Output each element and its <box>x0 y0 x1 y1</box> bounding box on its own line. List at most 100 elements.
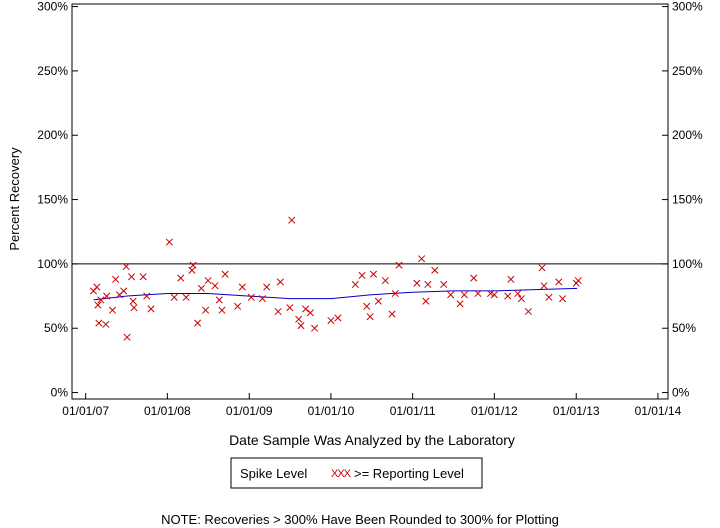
data-point-stroke <box>127 273 136 281</box>
data-point-stroke <box>545 293 553 301</box>
data-point <box>127 273 136 281</box>
legend-title: Spike Level <box>240 466 307 481</box>
data-point <box>422 297 430 305</box>
data-point <box>574 277 582 285</box>
data-point-stroke <box>504 292 512 300</box>
y-tick-label-right: 150% <box>672 193 703 207</box>
data-point <box>258 295 267 303</box>
y-tick-label-right: 300% <box>672 0 703 14</box>
data-point-stroke <box>120 287 128 295</box>
data-point-stroke <box>297 322 305 330</box>
data-point <box>120 287 128 295</box>
data-point <box>103 292 111 300</box>
data-point <box>351 280 359 289</box>
data-point-stroke <box>538 264 546 272</box>
data-point <box>177 274 185 282</box>
data-point-stroke <box>334 314 342 322</box>
y-axis-title: Percent Recovery <box>7 147 22 251</box>
data-point <box>366 313 374 321</box>
data-point <box>295 315 303 323</box>
data-point <box>276 278 284 286</box>
data-point-stroke <box>456 300 464 308</box>
data-point <box>130 304 138 312</box>
data-point-stroke <box>474 289 482 298</box>
data-point-stroke <box>431 266 439 274</box>
data-point-stroke <box>108 306 117 314</box>
data-point-stroke <box>447 291 455 299</box>
data-point <box>202 306 210 314</box>
data-point <box>555 278 563 286</box>
data-point-stroke <box>112 275 120 283</box>
data-point-stroke <box>93 283 101 291</box>
data-point-stroke <box>122 262 130 271</box>
data-point <box>302 305 310 313</box>
data-point-stroke <box>218 306 226 314</box>
y-tick-label-right: 200% <box>672 128 703 142</box>
y-tick-label-left: 300% <box>37 0 68 14</box>
data-point-stroke <box>170 293 178 301</box>
data-point-stroke <box>327 316 335 325</box>
data-point <box>139 273 147 281</box>
data-point <box>514 289 522 298</box>
data-point-stroke <box>276 278 284 286</box>
data-point <box>274 307 282 316</box>
data-point-stroke <box>559 295 567 303</box>
data-point-stroke <box>440 280 448 289</box>
data-point-stroke <box>288 216 296 224</box>
data-point-stroke <box>177 274 185 282</box>
data-point-stroke <box>295 315 303 323</box>
data-point <box>517 295 525 303</box>
data-point <box>334 314 342 322</box>
data-point-stroke <box>202 306 210 314</box>
data-point <box>93 283 101 291</box>
data-point <box>395 261 403 269</box>
data-point-stroke <box>490 291 498 299</box>
data-point-stroke <box>215 296 223 304</box>
data-point-stroke <box>395 261 403 269</box>
x-tick-label: 01/01/09 <box>226 404 273 418</box>
data-point-stroke <box>460 291 468 299</box>
data-point <box>95 319 103 327</box>
y-tick-label-left: 250% <box>37 64 68 78</box>
legend-box <box>230 457 483 489</box>
data-point-stroke <box>165 238 173 246</box>
data-point-stroke <box>102 320 110 328</box>
data-point-stroke <box>188 266 196 274</box>
data-point <box>94 301 102 309</box>
data-point <box>102 320 110 328</box>
data-point-stroke <box>524 307 532 316</box>
data-point-stroke <box>197 284 205 292</box>
data-point-stroke <box>306 309 314 317</box>
data-point-stroke <box>540 282 548 290</box>
data-point-stroke <box>388 310 396 318</box>
data-point <box>363 302 371 310</box>
data-point <box>507 275 515 283</box>
data-point <box>440 280 448 289</box>
y-axis-ticks: 0% 0% 50% 50% 100% 100% 150% 150% 200% 200% 250% 25… <box>37 0 703 400</box>
data-point <box>129 297 137 305</box>
data-point <box>358 271 366 280</box>
data-point-stroke <box>366 313 374 321</box>
note: NOTE: Recoveries > 300% Have Been Rounde… <box>161 512 559 527</box>
data-point <box>238 283 246 291</box>
data-point <box>374 297 382 305</box>
data-point <box>460 291 468 299</box>
data-point <box>391 289 399 298</box>
data-point-stroke <box>374 297 382 305</box>
data-point <box>545 293 553 301</box>
data-point <box>182 293 190 301</box>
data-point-stroke <box>147 305 155 313</box>
data-point <box>211 282 219 290</box>
data-point <box>559 295 567 303</box>
trend-line <box>93 287 578 301</box>
data-point <box>327 316 335 325</box>
data-point-stroke <box>130 304 138 312</box>
data-point <box>540 282 548 290</box>
data-point <box>165 238 173 246</box>
y-tick-label-right: 100% <box>672 257 703 271</box>
data-point <box>297 322 305 330</box>
x-tick-label: 01/01/11 <box>390 404 436 418</box>
x-tick-label: 01/01/07 <box>62 404 109 418</box>
data-point-stroke <box>238 283 246 291</box>
